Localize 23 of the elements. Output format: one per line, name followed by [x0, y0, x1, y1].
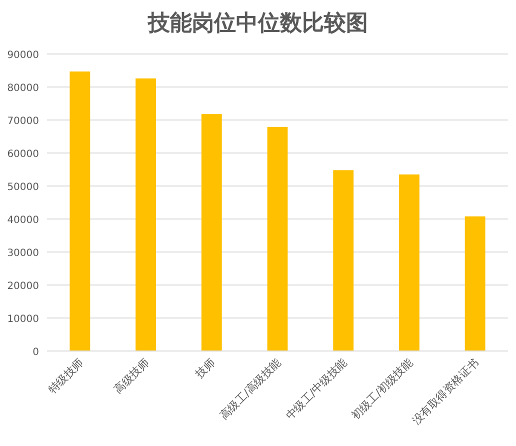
- y-tick-label: 50000: [7, 182, 39, 193]
- y-tick-label: 70000: [7, 116, 39, 127]
- y-tick-label: 80000: [7, 83, 39, 94]
- bar: [399, 174, 420, 351]
- x-tick-label: 技师: [192, 356, 218, 382]
- y-tick-label: 0: [32, 347, 39, 358]
- bar: [201, 114, 222, 351]
- bar: [464, 216, 486, 351]
- bar: [70, 71, 90, 351]
- chart-title: 技能岗位中位数比较图: [147, 11, 368, 36]
- x-tick-label: 高级技师: [112, 356, 152, 396]
- y-tick-label: 30000: [7, 248, 39, 259]
- x-tick-label: 特级技师: [46, 356, 86, 396]
- y-tick-label: 10000: [7, 314, 39, 325]
- y-tick-label: 60000: [7, 149, 39, 160]
- x-tick-label: 高级工/高级技能: [217, 356, 284, 422]
- x-tick-label: 中级工/中级技能: [283, 356, 350, 422]
- y-tick-label: 90000: [7, 50, 39, 61]
- y-tick-label: 20000: [7, 281, 39, 292]
- bar: [333, 170, 354, 351]
- bar: [267, 126, 288, 351]
- y-tick-label: 40000: [7, 215, 39, 226]
- bar: [136, 78, 156, 351]
